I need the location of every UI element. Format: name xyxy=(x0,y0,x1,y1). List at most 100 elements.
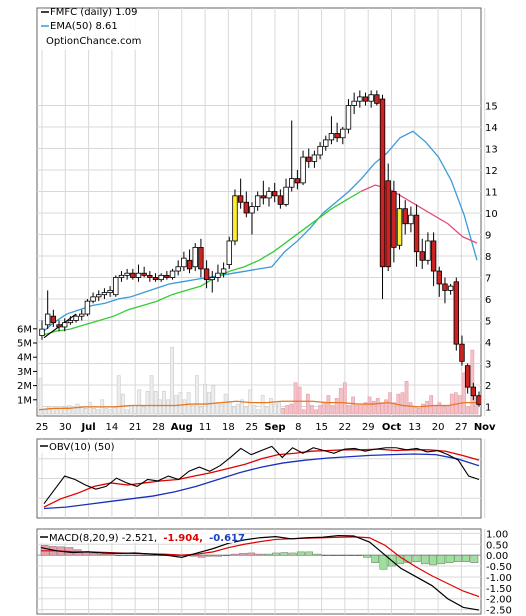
macd-lines xyxy=(40,534,480,611)
volume-bar xyxy=(96,409,100,415)
candle-body xyxy=(226,240,232,265)
macd-histogram-bar xyxy=(305,551,313,556)
volume-bar xyxy=(141,406,146,415)
volume-bar xyxy=(392,402,397,415)
macd-histogram-bar xyxy=(255,553,264,556)
macd-histogram-bar xyxy=(280,552,289,556)
volume-bar xyxy=(441,406,446,415)
volume-bar xyxy=(375,398,380,415)
volume-bar xyxy=(380,402,384,415)
volume-bar xyxy=(351,396,355,415)
price-tick-label: 15 xyxy=(485,102,498,113)
macd-tick-label: -1.50 xyxy=(486,584,512,595)
candle-body xyxy=(158,274,164,281)
candle-body xyxy=(430,240,437,272)
candle-body xyxy=(113,277,119,296)
volume-bar xyxy=(203,383,207,415)
macd-tick-label: -2.00 xyxy=(486,595,512,606)
volume-bar xyxy=(429,395,434,415)
volume-bar xyxy=(301,409,306,415)
macd-panel: 1.000.500.00-0.50-1.00-1.50-2.00-2.50 MA… xyxy=(36,528,512,616)
date-axis-labels: 25 30 Jul 14 21 28 Aug 11 18 25 Sep 8 15 22 29 Oct 13 20 2… xyxy=(36,422,496,433)
candle-body xyxy=(271,191,278,197)
macd-histogram-bar xyxy=(420,554,429,565)
volume-bar xyxy=(412,406,417,415)
macd-histogram-bar xyxy=(214,554,223,557)
candle-body xyxy=(232,195,238,242)
candle-body xyxy=(130,272,136,278)
macd-histogram-bar xyxy=(404,554,413,563)
macd-tick-label: -1.00 xyxy=(486,573,512,584)
candle-body xyxy=(73,315,79,321)
candle-body xyxy=(323,139,329,147)
volume-bar xyxy=(458,395,462,415)
candle-body xyxy=(56,324,62,328)
volume-bar xyxy=(289,403,294,415)
candle-body xyxy=(453,281,459,345)
volume-bar xyxy=(273,403,277,415)
candle-body xyxy=(396,208,403,246)
volume-bar xyxy=(408,402,413,415)
volume-bar xyxy=(462,372,466,415)
volume-bar xyxy=(157,399,162,415)
candle-body xyxy=(459,343,465,362)
volume-bar xyxy=(104,408,109,415)
macd-histogram-bar xyxy=(313,553,322,556)
volume-tick-label: 5M xyxy=(17,339,32,350)
volume-bar xyxy=(400,392,405,415)
macd-histogram-bar xyxy=(470,554,479,563)
volume-bars xyxy=(38,346,479,415)
macd-legend-text: MACD(8,20,9) -2.521, -1.904, -0.617 xyxy=(49,533,245,544)
candle-body xyxy=(135,272,142,278)
volume-bar xyxy=(223,393,228,415)
volume-bar xyxy=(466,406,471,415)
price-tick-label: 11 xyxy=(485,188,498,199)
volume-bar xyxy=(170,346,175,415)
volume-bar xyxy=(355,405,360,415)
macd-histogram-bar xyxy=(123,554,132,556)
macd-histogram-bar xyxy=(445,554,454,563)
volume-bar xyxy=(404,381,409,415)
volume-bar xyxy=(125,409,129,415)
volume-bar xyxy=(92,408,96,415)
candle-body xyxy=(198,246,204,270)
candle-body xyxy=(169,270,176,278)
candle-body xyxy=(362,96,369,102)
volume-axis-labels: 1M 2M 3M 4M 5M 6M xyxy=(17,324,37,406)
candle-body xyxy=(368,94,374,102)
candle-body xyxy=(220,268,227,274)
candle-body xyxy=(266,191,272,199)
macd-histogram-bar xyxy=(321,554,330,556)
volume-bar xyxy=(338,388,343,415)
candle-body xyxy=(317,145,323,156)
volume-bar xyxy=(417,408,421,415)
volume-bar xyxy=(252,405,257,415)
candle-body xyxy=(192,246,198,268)
legend-ticker-label: FMFC (daily) 1.09 xyxy=(50,7,138,18)
volume-bar xyxy=(384,399,388,415)
candle-body xyxy=(67,320,74,324)
macd-histogram-bar xyxy=(115,554,123,556)
volume-bar xyxy=(342,382,347,415)
date-tick-label: 29 xyxy=(362,422,375,433)
volume-bar xyxy=(145,390,150,415)
volume-bar xyxy=(194,375,199,415)
candle-body xyxy=(470,386,477,397)
candle-body xyxy=(152,277,159,281)
date-tick-label: 27 xyxy=(455,422,468,433)
volume-bar xyxy=(318,405,323,415)
volume-tick-label: 6M xyxy=(17,324,32,335)
candle-body xyxy=(334,133,340,139)
candle-body xyxy=(141,272,147,276)
candle-body xyxy=(374,94,380,104)
macd-axis-labels: 1.000.500.00-0.50-1.00-1.50-2.00-2.50 xyxy=(486,529,512,616)
candle-body xyxy=(107,289,113,293)
candle-body xyxy=(118,274,125,278)
volume-bar xyxy=(470,349,475,415)
price-tick-label: 4 xyxy=(485,338,491,349)
candle-body xyxy=(209,277,215,281)
volume-bar xyxy=(305,393,310,415)
obv-50-line xyxy=(43,453,480,510)
